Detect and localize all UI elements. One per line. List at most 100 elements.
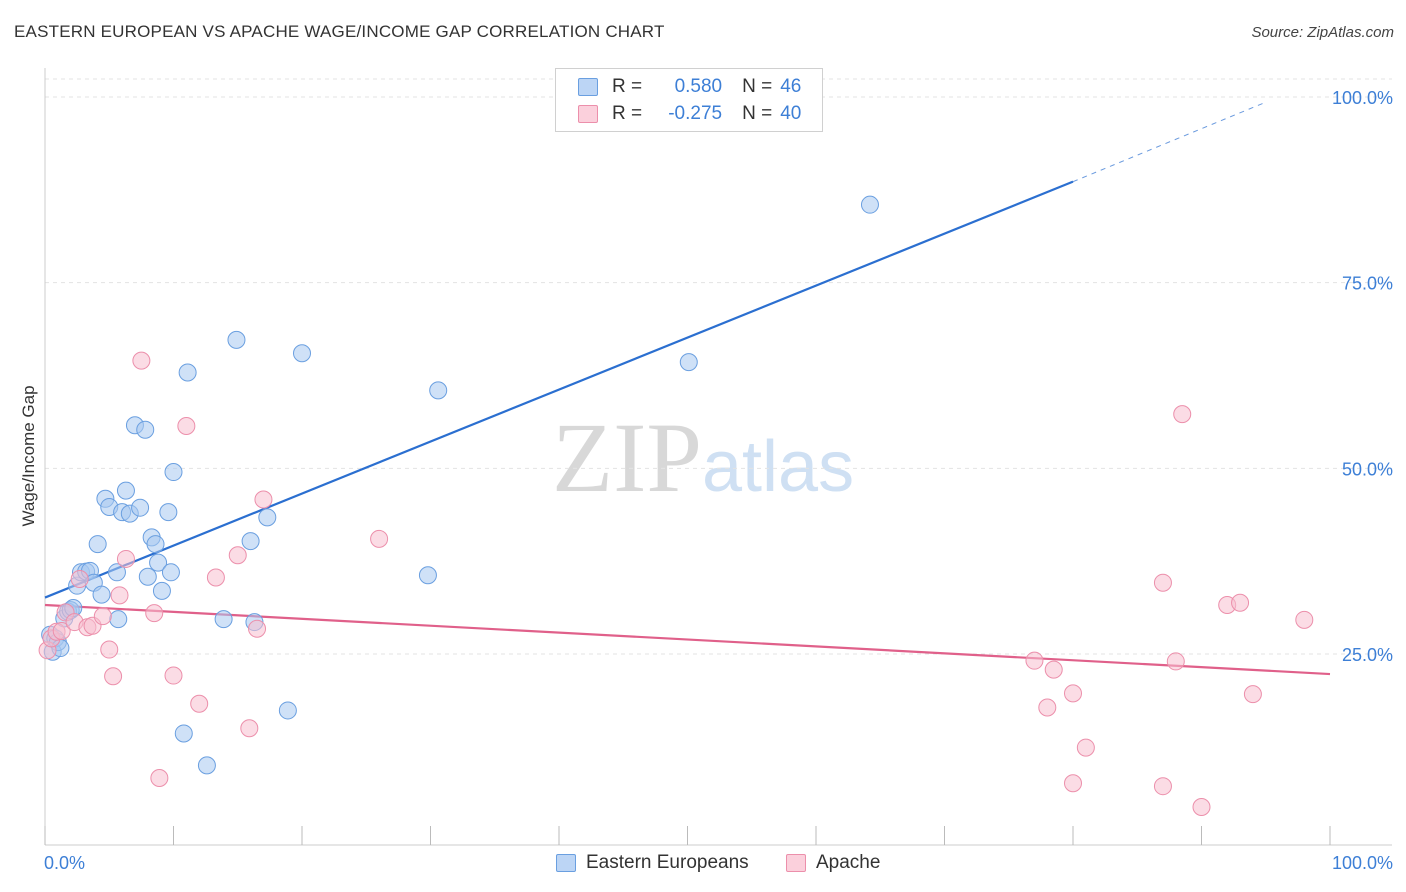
- eastern-europeans-point: [161, 563, 180, 582]
- legend-n-value: 40: [780, 103, 802, 124]
- apache-point: [1173, 405, 1192, 424]
- eastern-europeans-point: [227, 330, 246, 349]
- apache-trendline: [44, 603, 1331, 676]
- bottom-legend-eastern-europeans: Eastern Europeans: [556, 852, 749, 874]
- apache-point: [150, 769, 169, 788]
- eastern-europeans-point: [136, 420, 155, 439]
- apache-point: [240, 719, 259, 738]
- apache-point: [145, 604, 164, 623]
- legend-row-eastern-europeans: R = 0.580 N = 46: [578, 74, 801, 100]
- apache-point: [248, 619, 267, 638]
- y-tick-label: 100.0%: [1332, 88, 1393, 108]
- trend-layer: [44, 101, 1331, 676]
- apache-point: [52, 621, 71, 640]
- x-tick-label: 0.0%: [44, 853, 85, 873]
- eastern-europeans-point: [149, 553, 168, 572]
- legend-swatch-apache: [578, 105, 598, 123]
- apache-point: [254, 490, 273, 509]
- chart-title: EASTERN EUROPEAN VS APACHE WAGE/INCOME G…: [14, 22, 665, 41]
- y-axis-label: Wage/Income Gap: [19, 385, 38, 526]
- x-tick-label: 100.0%: [1332, 853, 1393, 873]
- apache-point: [1231, 593, 1250, 612]
- bottom-legend-label: Apache: [816, 852, 881, 873]
- legend-r-value: 0.580: [674, 76, 723, 97]
- legend-n-label: N =: [742, 76, 773, 97]
- apache-point: [116, 549, 135, 568]
- eastern-europeans-point: [178, 363, 197, 382]
- eastern-europeans-point: [152, 581, 171, 600]
- bottom-legend-swatch-eastern-europeans: [556, 854, 576, 872]
- eastern-europeans-point: [174, 724, 193, 743]
- eastern-europeans-point: [164, 463, 183, 482]
- legend-swatch-eastern-europeans: [578, 78, 598, 96]
- apache-point: [1153, 573, 1172, 592]
- apache-point: [70, 569, 89, 588]
- apache-point: [164, 666, 183, 685]
- apache-point: [1044, 660, 1063, 679]
- legend-row-apache: R = -0.275 N = 40: [578, 101, 801, 127]
- apache-point: [1166, 652, 1185, 671]
- eastern-europeans-point: [429, 381, 448, 400]
- eastern-europeans-point: [159, 503, 178, 522]
- axis-layer: [44, 68, 1392, 846]
- eastern-europeans-point: [138, 567, 157, 586]
- eastern-europeans-point: [214, 610, 233, 629]
- eastern-europeans-point: [197, 756, 216, 775]
- legend-n-label: N =: [742, 103, 773, 124]
- eastern-europeans-point: [109, 610, 128, 629]
- y-tick-label: 75.0%: [1342, 274, 1393, 294]
- points-layer: [38, 195, 1314, 816]
- apache-point: [228, 546, 247, 565]
- eastern-europeans-point: [278, 701, 297, 720]
- apache-point: [1076, 738, 1095, 757]
- apache-point: [1038, 698, 1057, 717]
- legend-r-value: -0.275: [668, 103, 723, 124]
- eastern-europeans-point: [860, 195, 879, 214]
- apache-point: [177, 417, 196, 436]
- chart-source: Source: ZipAtlas.com: [1251, 24, 1394, 41]
- apache-point: [206, 568, 225, 587]
- bottom-legend-apache: Apache: [786, 852, 880, 874]
- apache-point: [1153, 777, 1172, 796]
- legend: R = 0.580 N = 46 R = -0.275 N = 40: [555, 68, 823, 132]
- eastern-europeans-trendline-extension: [1072, 101, 1266, 183]
- bottom-legend-swatch-apache: [786, 854, 806, 872]
- y-tick-label: 25.0%: [1342, 645, 1393, 665]
- eastern-europeans-point: [92, 585, 111, 604]
- apache-point: [1025, 651, 1044, 670]
- eastern-europeans-point: [146, 535, 165, 554]
- eastern-europeans-point: [88, 535, 107, 554]
- y-tick-label: 50.0%: [1342, 459, 1393, 479]
- apache-point: [1064, 774, 1082, 793]
- apache-point: [104, 667, 123, 686]
- apache-point: [100, 640, 119, 659]
- eastern-europeans-point: [418, 566, 437, 585]
- watermark: ZIPatlas: [552, 400, 854, 515]
- label-layer: 25.0% 50.0% 75.0% 100.0% 0.0% 100.0% Wage/Inco…: [19, 88, 1393, 873]
- apache-point: [1295, 610, 1314, 629]
- apache-point: [370, 529, 389, 548]
- apache-point: [93, 607, 112, 626]
- apache-point: [110, 586, 129, 605]
- apache-point: [1192, 797, 1211, 816]
- eastern-europeans-point: [107, 563, 126, 582]
- legend-n-value: 46: [780, 76, 802, 97]
- eastern-europeans-point: [258, 508, 277, 527]
- legend-r-label: R =: [612, 103, 643, 124]
- apache-point: [132, 351, 151, 370]
- bottom-legend-label: Eastern Europeans: [586, 852, 749, 873]
- eastern-europeans-point: [679, 353, 698, 372]
- apache-point: [190, 694, 209, 713]
- grid-layer: [45, 78, 1392, 655]
- legend-r-label: R =: [612, 76, 643, 97]
- watermark-zip: ZIP: [552, 402, 702, 513]
- apache-point: [1243, 685, 1262, 704]
- eastern-europeans-point: [116, 481, 135, 500]
- watermark-atlas: atlas: [702, 427, 855, 507]
- eastern-europeans-point: [131, 498, 150, 517]
- eastern-europeans-trendline: [44, 180, 1074, 599]
- eastern-europeans-point: [241, 532, 260, 551]
- eastern-europeans-point: [293, 344, 311, 363]
- apache-point: [1064, 684, 1082, 703]
